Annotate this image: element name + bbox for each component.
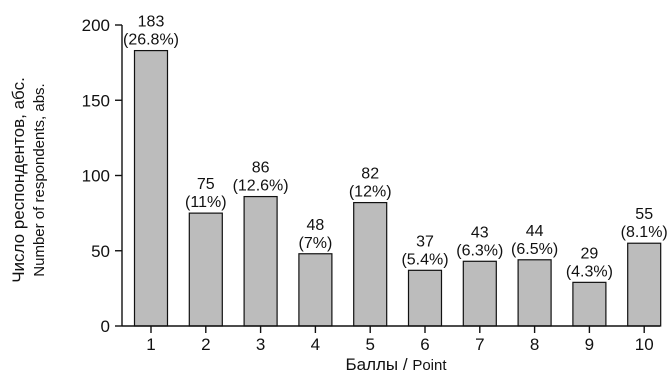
bar [517,259,552,327]
bar-percent-label: (8.1%) [621,224,668,241]
x-tick-label: 7 [475,335,484,354]
y-tick-label: 100 [82,167,110,186]
bar-value-label: 86 [252,160,270,177]
bar-percent-label: (6.3%) [456,242,503,259]
bar-percent-label: (26.8%) [123,32,179,49]
data-labels-group: 183(26.8%) 75(11%) 86(12.6%) 48(7%) 82(12%) 3… [123,14,668,281]
bar [188,212,223,327]
bar-value-label: 43 [471,224,489,241]
bar [407,269,443,327]
bar-value-label: 55 [635,206,653,223]
x-axis-title: Баллы / Point [345,355,447,374]
bar [462,260,497,327]
x-axis-title-en: Point [412,357,447,374]
bar-value-label: 48 [307,217,325,234]
bar-value-label: 44 [526,223,544,240]
bar [298,253,333,327]
bar-percent-label: (7%) [299,235,333,252]
y-tick-label: 200 [82,16,110,35]
y-tick-label: 150 [82,91,110,110]
bar [133,49,169,327]
x-tick-label: 3 [256,335,265,354]
x-tick-label: 4 [311,335,320,354]
x-tick-label: 6 [420,335,429,354]
bar-percent-label: (4.3%) [566,263,613,280]
y-axis-title-en: Number of respondents, abs. [31,83,48,276]
y-axis-title-ru: Число респондентов, абс. [9,77,28,283]
x-axis-title-separator: / [398,355,412,374]
bar-percent-label: (12.6%) [233,178,289,195]
y-ticks-group: 0 50 100 150 200 [82,16,122,336]
bar-value-label: 82 [361,166,379,183]
bar [243,195,278,327]
x-tick-label: 1 [146,335,155,354]
y-tick-label: 0 [101,317,110,336]
x-axis-title-ru: Баллы [345,355,398,374]
bar [353,201,388,327]
bar-value-label: 75 [197,176,215,193]
y-tick-label: 50 [91,242,110,261]
bars-group [133,49,662,327]
bar-value-label: 183 [138,14,165,31]
bar-percent-label: (11%) [185,194,227,211]
bar-percent-label: (12%) [349,184,392,201]
x-tick-label: 10 [635,335,654,354]
x-tick-label: 2 [201,335,210,354]
x-tick-label: 9 [585,335,594,354]
bar-percent-label: (6.5%) [511,241,558,258]
bar-percent-label: (5.4%) [401,251,448,268]
bar-value-label: 29 [581,245,599,262]
bar-value-label: 37 [416,233,434,250]
x-tick-label: 5 [365,335,374,354]
x-tick-label: 8 [530,335,539,354]
bar [572,281,607,327]
x-ticks-group: 1 2 3 4 5 6 7 8 9 10 [146,326,654,354]
bar [627,242,662,327]
